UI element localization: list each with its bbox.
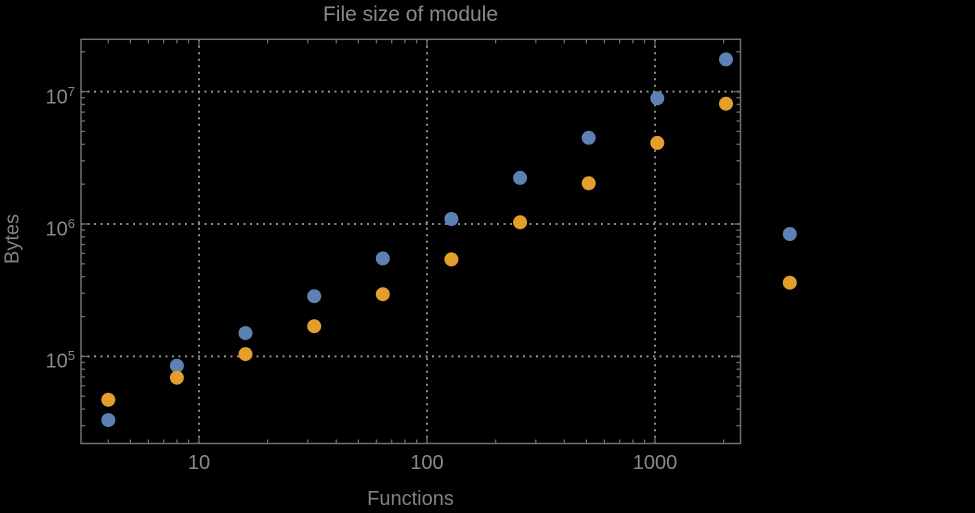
plot-frame [80, 38, 742, 445]
point-orange-x2048 [719, 96, 733, 111]
x-axis-label: Functions [367, 488, 454, 510]
point-blue-x1024 [650, 91, 665, 106]
point-blue-x16 [238, 326, 253, 341]
x-tick-label-100: 100 [410, 452, 444, 474]
point-orange-x4 [101, 392, 116, 407]
point-blue-x3900 [782, 227, 797, 241]
x-tick-label-1000: 1000 [632, 452, 678, 474]
series-blue [101, 52, 797, 428]
point-orange-x8 [169, 370, 184, 385]
gridlines [81, 39, 741, 444]
point-orange-x32 [307, 319, 322, 334]
point-orange-x256 [513, 215, 528, 230]
point-blue-x32 [307, 289, 322, 304]
chart-title: File size of module [322, 3, 499, 26]
point-blue-x256 [513, 170, 528, 185]
point-blue-x8 [169, 358, 184, 373]
y-tick-label-1e6: 106 [45, 216, 75, 241]
point-blue-x512 [581, 130, 596, 145]
point-blue-x64 [375, 251, 390, 266]
point-orange-x16 [238, 347, 253, 362]
point-blue-x128 [444, 212, 459, 226]
y-tick-label-1e7: 107 [45, 83, 75, 109]
point-blue-x4 [101, 413, 116, 428]
point-orange-x1024 [650, 135, 665, 150]
point-orange-x3900 [782, 275, 797, 290]
point-orange-x64 [375, 287, 390, 302]
y-tick-label-1e5: 105 [45, 348, 75, 374]
x-tick-label-10: 10 [187, 452, 211, 474]
point-orange-x512 [581, 176, 596, 191]
point-orange-x128 [444, 252, 459, 267]
series-orange [101, 96, 797, 407]
axis-ticks [81, 39, 741, 444]
point-blue-x2048 [719, 52, 733, 67]
